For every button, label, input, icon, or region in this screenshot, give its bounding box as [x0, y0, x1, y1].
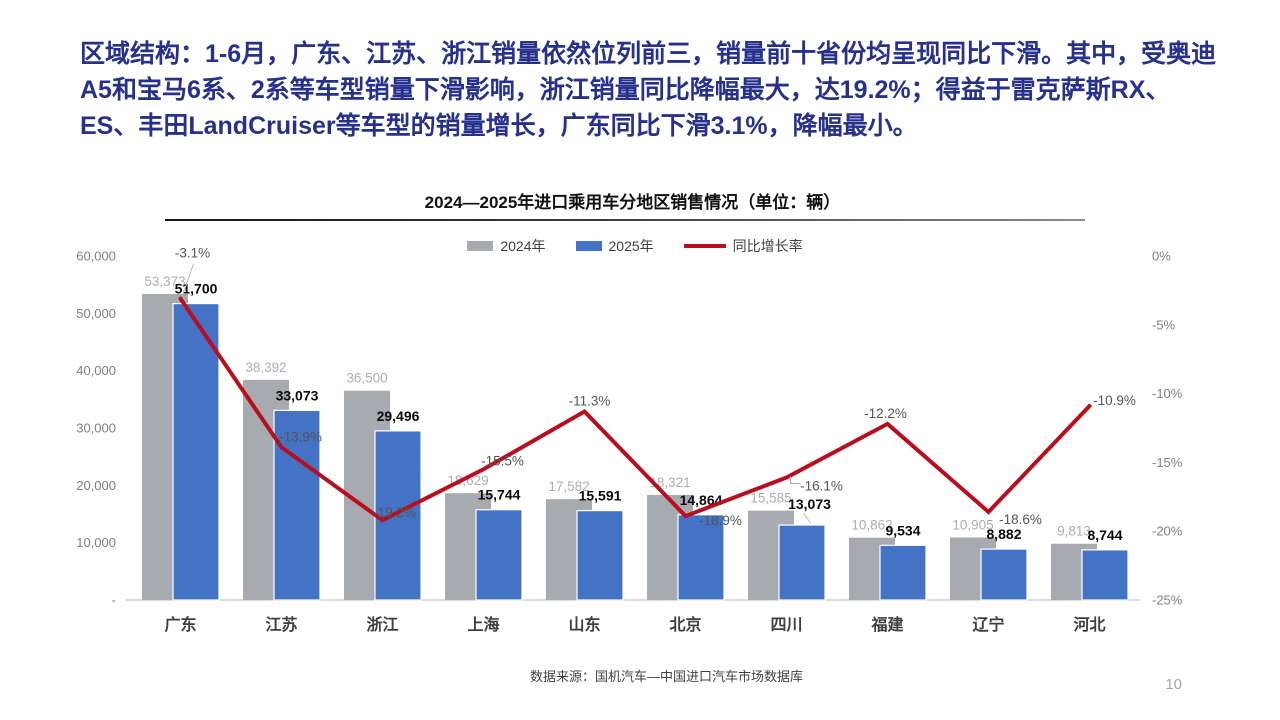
value-label-2024: 15,585 [750, 491, 791, 506]
value-label-2024: 38,392 [245, 360, 286, 375]
category-label-山东: 山东 [568, 615, 600, 634]
y2-axis-tick: -5% [1152, 317, 1176, 332]
value-label-2025: 51,700 [175, 281, 218, 297]
bar-2025-上海 [475, 509, 523, 601]
legend-swatch-2025 [575, 241, 602, 251]
value-label-2025: 33,073 [276, 387, 319, 403]
y-axis-tick: 60,000 [76, 249, 116, 264]
y-axis-tick: - [112, 593, 116, 608]
category-label-广东: 广东 [164, 615, 196, 634]
y-axis-tick: 50,000 [76, 306, 116, 321]
category-label-上海: 上海 [467, 615, 499, 634]
pct-label: -3.1% [175, 246, 210, 261]
bar-2025-河北 [1081, 549, 1129, 601]
value-label-2024: 10,905 [952, 517, 993, 532]
legend-label-2025: 2025年 [608, 238, 654, 254]
legend-item-2024: 2024年 [467, 236, 546, 256]
value-label-2024: 10,862 [851, 518, 892, 533]
y2-axis-tick: -25% [1152, 593, 1183, 608]
pct-label: -18.9% [699, 513, 742, 528]
value-label-2024: 18,321 [649, 475, 690, 490]
pct-label: -13.9% [279, 429, 322, 444]
chart-legend: 2024年 2025年 同比增长率 [130, 236, 1140, 256]
label-leader-line [803, 512, 811, 524]
label-leader-line [790, 476, 801, 485]
y2-axis-tick: -10% [1152, 386, 1183, 401]
legend-item-2025: 2025年 [575, 236, 654, 256]
value-label-2025: 13,073 [788, 496, 831, 512]
pct-label: -18.6% [999, 512, 1042, 527]
bar-2025-山东 [576, 510, 624, 601]
legend-line-swatch [683, 244, 726, 248]
title-underline [165, 219, 1085, 221]
value-label-2024: 17,582 [548, 479, 589, 494]
bar-2025-广东 [172, 302, 220, 601]
page-number: 10 [1165, 676, 1182, 693]
data-source: 数据来源：国机汽车—中国进口汽车市场数据库 [530, 669, 804, 684]
pct-label: -10.9% [1093, 393, 1136, 408]
y2-axis-tick: -20% [1152, 524, 1183, 539]
bar-2025-四川 [778, 524, 826, 601]
category-label-江苏: 江苏 [265, 615, 297, 634]
y2-axis-tick: 0% [1152, 249, 1171, 264]
value-label-2025: 15,744 [478, 487, 521, 503]
y2-axis-tick: -15% [1152, 455, 1183, 470]
legend-label-growth: 同比增长率 [732, 238, 803, 254]
value-label-2024: 36,500 [346, 371, 387, 386]
bar-2025-辽宁 [980, 548, 1028, 601]
value-label-2025: 14,864 [680, 492, 723, 508]
value-label-2025: 9,534 [885, 522, 920, 538]
chart-title: 2024—2025年进口乘用车分地区销售情况（单位：辆） [424, 193, 841, 212]
pct-label: -15.5% [481, 453, 524, 468]
growth-rate-line [178, 296, 1092, 523]
pct-label: -16.1% [800, 479, 843, 494]
y-axis-tick: 40,000 [76, 363, 116, 378]
bar-2025-北京 [677, 514, 725, 601]
value-label-2025: 15,591 [579, 488, 622, 504]
category-label-福建: 福建 [870, 615, 903, 634]
value-label-2024: 53,373 [144, 274, 185, 289]
value-label-2025: 8,744 [1087, 527, 1122, 543]
legend-item-growth: 同比增长率 [683, 236, 803, 256]
pct-label: -11.3% [569, 393, 611, 408]
y-axis-tick: 20,000 [76, 478, 116, 493]
bar-2025-福建 [879, 544, 927, 601]
category-label-河北: 河北 [1073, 615, 1105, 634]
category-label-四川: 四川 [770, 617, 802, 634]
category-label-浙江: 浙江 [366, 615, 398, 634]
bar-2025-江苏 [273, 409, 321, 601]
label-leader-line [183, 263, 194, 293]
legend-swatch-2024 [467, 241, 494, 251]
y-axis-tick: 30,000 [76, 421, 116, 436]
pct-label: -19.2% [373, 505, 416, 520]
value-label-2025: 29,496 [377, 408, 420, 424]
category-label-辽宁: 辽宁 [972, 615, 1004, 634]
y-axis-tick: 10,000 [76, 535, 116, 550]
pct-label: -12.2% [864, 406, 907, 421]
category-label-北京: 北京 [669, 615, 701, 634]
headline-text: 区域结构：1-6月，广东、江苏、浙江销量依然位列前三，销量前十省份均呈现同比下滑… [80, 40, 1217, 140]
value-label-2024: 9,813 [1057, 524, 1091, 539]
legend-label-2024: 2024年 [500, 238, 546, 254]
value-label-2025: 8,882 [986, 526, 1021, 542]
